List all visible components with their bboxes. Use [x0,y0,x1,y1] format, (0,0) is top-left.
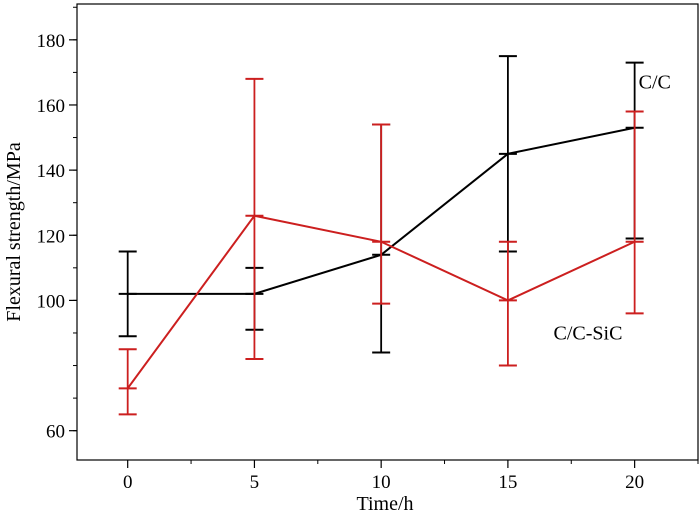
y-axis-label: Flexural strength/MPa [3,142,25,322]
y-tick-label-120: 120 [37,226,66,247]
x-axis-label: Time/h [356,493,413,515]
series-layer: C/C C/C-SiC [118,55,671,416]
x-tick-label-20: 20 [625,472,644,493]
x-tick-label-10: 10 [372,472,391,493]
y-tick-label-160: 160 [37,96,66,117]
axis-ticks: 0 5 10 15 20 60 100 120 140 160 180 [37,6,699,493]
y-tick-label-60: 60 [46,422,65,443]
x-tick-label-0: 0 [123,472,133,493]
x-tick-label-15: 15 [498,472,517,493]
series-label-c-c: C/C [639,72,671,94]
plot-frame [76,3,699,461]
y-tick-label-100: 100 [37,291,66,312]
y-tick-label-180: 180 [37,31,66,52]
y-tick-label-140: 140 [37,161,66,182]
series-label-c-c-sic: C/C-SiC [554,322,623,344]
axes [76,3,699,461]
series-1: C/C-SiC [118,77,644,416]
series-0: C/C [118,55,671,354]
x-tick-label-5: 5 [250,472,260,493]
